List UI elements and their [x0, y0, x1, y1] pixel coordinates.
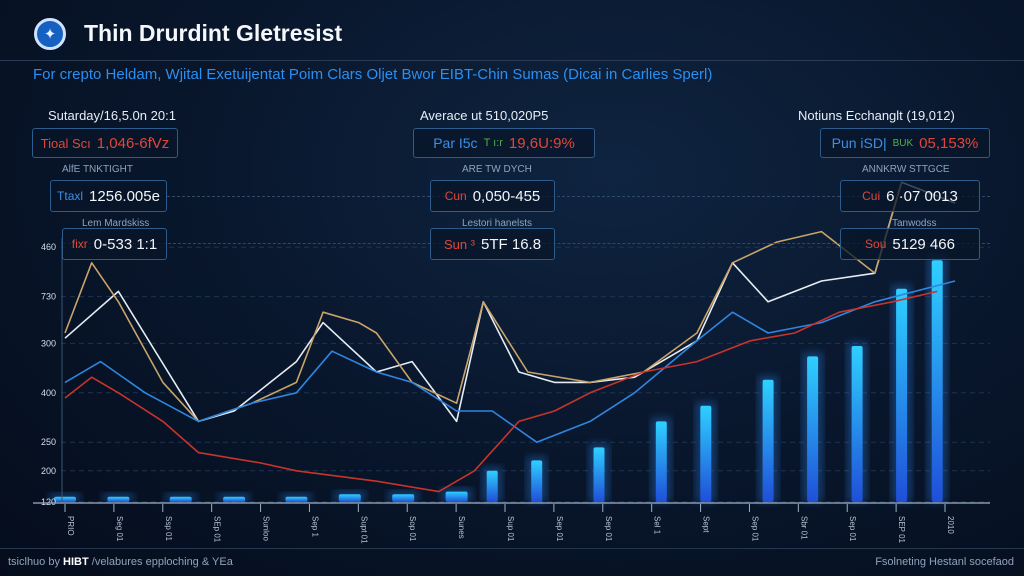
- bar: [169, 496, 192, 502]
- stat-value: 0-533 1:1: [93, 235, 158, 253]
- stat-label: Sou: [865, 237, 887, 251]
- middle-stat-box-2: Cun 0,050-455: [430, 180, 555, 212]
- stat-label: Pun iSD|: [831, 135, 887, 151]
- bar: [54, 496, 76, 502]
- bar: [445, 491, 468, 502]
- x-tick-label: Sunloo: [262, 516, 271, 541]
- middle-stat-box-3: Sun ³ 5TF 16.8: [430, 228, 555, 260]
- y-tick-label: 200: [41, 466, 56, 476]
- stat-label: Par I5c: [433, 135, 478, 151]
- stat-value: 05,153%: [919, 134, 979, 152]
- footer-suffix: /velabures epploching & YEa: [91, 556, 233, 568]
- right-panel-heading: Notiuns Ecchanglt (19,012): [798, 108, 955, 123]
- right-stat-box-3: Sou 5129 466: [840, 228, 980, 260]
- x-tick-label: Sep 01: [750, 516, 759, 542]
- bar: [700, 405, 712, 502]
- x-tick-label: Sep 01: [604, 516, 613, 542]
- middle-panel-heading: Averace ut 510,020P5: [420, 108, 549, 123]
- stat-sublabel: BUK: [892, 137, 914, 149]
- x-tick-label: SEp 01: [213, 516, 222, 543]
- bar: [486, 470, 498, 502]
- y-tick-label: 730: [41, 292, 56, 302]
- line-series-white: [64, 181, 956, 423]
- footer-prefix: tsiclhuo by: [8, 556, 60, 568]
- bar: [107, 496, 130, 502]
- stat-value: 1256.005e: [89, 187, 160, 205]
- bar: [338, 494, 361, 502]
- reference-line: [167, 196, 990, 197]
- left-stat-box-3: fixr 0-533 1:1: [62, 228, 167, 260]
- stat-value: 5TF 16.8: [481, 235, 542, 253]
- x-tick-label: Supt 01: [359, 516, 368, 544]
- x-tick-label: Sept: [702, 516, 711, 533]
- bar: [931, 260, 943, 502]
- x-tick-label: Sop 01: [408, 516, 417, 542]
- x-tick-label: Sep 1: [310, 516, 319, 537]
- stat-label: Tioal Scı: [40, 135, 91, 151]
- stat-label: Sun ³: [443, 236, 476, 252]
- middle-sub-label-1: ARE TW DYCH: [462, 164, 532, 175]
- bar: [762, 379, 774, 502]
- stat-label: fixr: [71, 237, 88, 251]
- crypto-logo-icon: ✦: [34, 18, 66, 50]
- right-stat-box-2: Cui 6 ·07 0013: [840, 180, 980, 212]
- x-tick-label: Seg 01: [115, 516, 124, 542]
- bar: [392, 494, 415, 502]
- left-stat-box-1: Tioal Scı 1,046-6fVz: [32, 128, 178, 158]
- left-panel-heading: Sutarday/16,5.0n 20:1: [48, 108, 176, 123]
- x-tick-label: PRIO: [66, 516, 75, 536]
- stat-label: Cun: [444, 189, 467, 203]
- x-tick-label: Sunes: [457, 516, 466, 539]
- x-tick-label: Sep 01: [848, 516, 857, 542]
- bar: [807, 356, 819, 502]
- stat-value: 0,050-455: [472, 187, 541, 205]
- x-tick-label: Sup 01: [506, 516, 515, 542]
- y-tick-label: 300: [41, 338, 56, 348]
- middle-stat-box-1: Par I5c T ı:r 19,6U:9%: [413, 128, 595, 158]
- stat-value: 19,6U:9%: [508, 134, 575, 152]
- footer-brand: HIBT: [63, 556, 89, 568]
- right-sub-label-1: ANNKRW STTGCE: [862, 164, 950, 175]
- stat-value: 1,046-6fVz: [96, 134, 170, 152]
- bar: [531, 460, 543, 502]
- x-tick-label: 2010: [946, 516, 955, 534]
- bar: [223, 496, 246, 502]
- right-stat-box-1: Pun iSD| BUK 05,153%: [820, 128, 990, 158]
- bar: [593, 447, 605, 502]
- x-tick-label: Sbr 01: [799, 516, 808, 540]
- footer-divider: [0, 548, 1024, 549]
- stat-label: Cui: [862, 189, 881, 203]
- line-series-tan: [64, 181, 903, 423]
- left-stat-box-2: Ttaxl 1256.005e: [50, 180, 167, 212]
- bar: [285, 496, 308, 502]
- middle-sub-label-2: Lestori hanelsts: [462, 218, 533, 229]
- y-tick-label: 400: [41, 388, 56, 398]
- right-sub-label-2: Tanwodss: [892, 218, 937, 229]
- stat-sublabel: T ı:r: [483, 137, 503, 149]
- x-tick-label: Sel 1: [653, 516, 662, 535]
- stat-label: Ttaxl: [57, 189, 84, 203]
- header-divider: [0, 60, 1024, 61]
- line-series-blue: [64, 280, 956, 444]
- y-tick-label: 120: [41, 497, 56, 507]
- x-tick-label: Sep 01: [555, 516, 564, 542]
- bar: [655, 421, 667, 502]
- chart-subtitle: For crepto Heldam, Wjital Exetuijentat P…: [33, 66, 713, 83]
- bar: [851, 346, 863, 502]
- line-series-red: [64, 290, 938, 493]
- stat-value: 5129 466: [892, 235, 955, 253]
- x-tick-label: SEP 01: [897, 516, 906, 544]
- y-tick-label: 250: [41, 437, 56, 447]
- y-tick-label: 460: [41, 242, 56, 252]
- left-sub-label-2: Lem Mardskiss: [82, 218, 150, 229]
- footer-note: Fsolneting Hestanl socefaod: [875, 556, 1014, 568]
- footer-credit: tsiclhuo by HIBT /velabures epploching &…: [8, 556, 233, 568]
- left-sub-label-1: AlfE TNKTIGHT: [62, 164, 133, 175]
- page-title: Thin Drurdint Gletresist: [84, 20, 343, 46]
- stat-value: 6 ·07 0013: [886, 187, 958, 205]
- x-tick-label: Ssp 01: [164, 516, 173, 541]
- bar: [896, 288, 908, 502]
